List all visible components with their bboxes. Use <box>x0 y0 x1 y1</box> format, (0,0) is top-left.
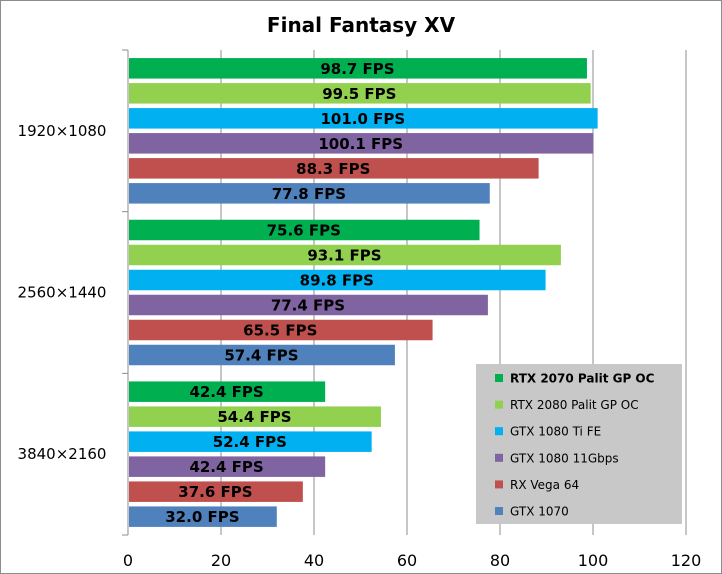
bar-data-label: 52.4 FPS <box>213 433 287 451</box>
legend-swatch <box>495 427 503 436</box>
bar-data-label: 42.4 FPS <box>189 383 263 401</box>
bar <box>129 183 490 204</box>
x-tick-label: 60 <box>397 551 417 570</box>
axes <box>122 49 129 536</box>
x-axis-ticks: 0 20 40 60 80 100 120 <box>123 551 701 570</box>
bar <box>129 108 598 129</box>
bar <box>129 269 546 291</box>
bar-data-label: 37.6 FPS <box>178 483 252 501</box>
bar-data-label: 77.8 FPS <box>272 185 346 203</box>
bar-data-label: 75.6 FPS <box>267 222 341 240</box>
legend-swatch <box>495 400 503 409</box>
bar-data-label: 42.4 FPS <box>189 458 263 476</box>
x-tick-label: 0 <box>123 551 133 570</box>
legend-box <box>476 364 682 524</box>
category-label: 3840×2160 <box>18 445 107 463</box>
bar <box>129 456 326 477</box>
x-tick-label: 20 <box>211 551 231 570</box>
legend-swatch <box>495 507 503 515</box>
legend-label: GTX 1080 Ti FE <box>510 425 601 439</box>
x-tick-label: 80 <box>490 551 510 570</box>
legend-label: RX Vega 64 <box>510 478 579 492</box>
bars <box>129 58 598 527</box>
legend-swatch <box>495 374 503 382</box>
bar <box>129 319 433 341</box>
bar-data-label: 57.4 FPS <box>224 347 298 365</box>
bar <box>129 294 488 316</box>
x-tick-label: 120 <box>671 551 702 570</box>
bar <box>129 481 303 502</box>
bar <box>129 133 594 154</box>
bar-data-label: 89.8 FPS <box>300 272 374 290</box>
category-label: 1920×1080 <box>18 122 107 140</box>
bar-data-label: 88.3 FPS <box>296 160 370 178</box>
legend-label: GTX 1080 11Gbps <box>510 451 619 465</box>
category-labels: 1920×1080 2560×1440 3840×2160 <box>18 122 107 463</box>
bar-data-label: 77.4 FPS <box>271 297 345 315</box>
bar <box>129 506 277 527</box>
bar-labels: 98.7 FPS 99.5 FPS 101.0 FPS 100.1 FPS 88.3 F… <box>165 60 405 526</box>
bar <box>129 344 395 366</box>
bar-data-label: 99.5 FPS <box>322 85 396 103</box>
bar <box>129 381 326 402</box>
bar <box>129 219 480 241</box>
bar <box>129 431 372 452</box>
bar <box>129 406 381 427</box>
bar <box>129 83 591 104</box>
bar-data-label: 65.5 FPS <box>243 322 317 340</box>
bar-data-label: 54.4 FPS <box>217 408 291 426</box>
legend-swatch <box>495 453 503 462</box>
bar <box>129 58 587 79</box>
chart-title: Final Fantasy XV <box>267 13 456 37</box>
bar-data-label: 98.7 FPS <box>320 60 394 78</box>
bar <box>129 244 561 266</box>
bar <box>129 158 539 179</box>
x-tick-label: 100 <box>578 551 609 570</box>
bar-data-label: 100.1 FPS <box>318 135 403 153</box>
legend-label: RTX 2070 Palit GP OC <box>510 372 655 386</box>
bar-data-label: 101.0 FPS <box>320 110 405 128</box>
legend: RTX 2070 Palit GP OC RTX 2080 Palit GP OC… <box>476 364 682 524</box>
category-label: 2560×1440 <box>18 284 107 302</box>
bar-data-label: 32.0 FPS <box>165 508 239 526</box>
legend-swatch <box>495 480 503 489</box>
bar-data-label: 93.1 FPS <box>307 247 381 265</box>
legend-label: RTX 2080 Palit GP OC <box>510 398 639 412</box>
legend-label: GTX 1070 <box>510 505 569 519</box>
x-tick-label: 40 <box>304 551 324 570</box>
